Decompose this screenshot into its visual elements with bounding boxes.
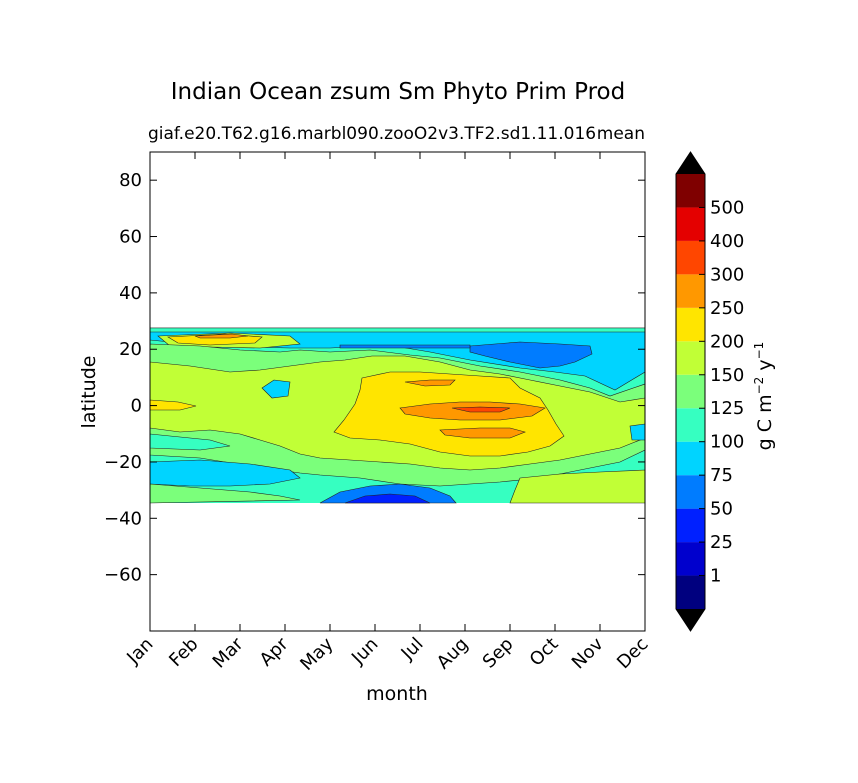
colorbar-segment (676, 475, 705, 509)
y-tick-label: 0 (131, 396, 142, 417)
contour-field (150, 327, 645, 504)
colorbar-segment (676, 341, 705, 375)
contour-region-75-100-south (150, 459, 301, 487)
colorbar-label-main: g C m (754, 394, 776, 450)
x-tick-label: May (296, 633, 337, 674)
colorbar-label-exp2: −1 (752, 342, 766, 360)
x-tick-label: Nov (568, 633, 608, 673)
contour-region-250-300-north (404, 379, 456, 387)
colorbar-tick-label: 25 (710, 532, 733, 553)
colorbar-outline (675, 151, 706, 632)
x-tick-label: Jun (347, 634, 382, 669)
y-axis: 80 60 40 20 0 −20 −40 −60 (104, 170, 645, 586)
x-tick-label: Aug (433, 634, 473, 674)
chart-subtitle-right: mean (597, 124, 645, 144)
colorbar-segment (676, 575, 705, 609)
plot-area: 80 60 40 20 0 −20 −40 −60 Jan Feb Mar Apr May Jun Jul… (104, 151, 653, 675)
x-tick-label: Jan (122, 634, 157, 669)
y-axis-label: latitude (78, 356, 100, 429)
contour-region-50-75-thin (339, 344, 471, 349)
y-tick-label: 60 (119, 227, 142, 248)
colorbar-label-mid: y (754, 359, 776, 376)
colorbar-tick-label: 500 (710, 197, 744, 218)
colorbar-tick-label: 150 (710, 365, 744, 386)
x-tick-label: Dec (613, 634, 652, 673)
colorbar-tick-label: 300 (710, 264, 744, 285)
x-tick-label: Sep (479, 634, 518, 673)
contour-region-25-50 (344, 493, 431, 504)
y-tick-label: 80 (119, 170, 142, 191)
chart-title: Indian Ocean zsum Sm Phyto Prim Prod (171, 79, 625, 105)
x-tick-label: Jul (397, 634, 428, 665)
contour-region-250-300-nw (194, 333, 249, 339)
y-tick-label: −60 (104, 565, 142, 586)
contour-region-125-150-south (150, 483, 301, 504)
contour-region-75-100-blob-b (629, 423, 645, 441)
x-tick-label: Mar (209, 633, 248, 672)
y-tick-label: −20 (104, 452, 142, 473)
contour-region-50-75-south (319, 483, 457, 504)
colorbar-tick-label: 50 (710, 499, 733, 520)
colorbar-tick-label: 100 (710, 432, 744, 453)
x-tick-label: Oct (526, 634, 563, 671)
contour-region-50-75 (469, 341, 593, 369)
colorbar-segment (676, 207, 705, 241)
colorbar-segment (676, 374, 705, 409)
contour-region-100-125-blob (150, 433, 231, 451)
colorbar-label: g C m−2 y−1 (752, 342, 776, 451)
colorbar-segment (676, 274, 705, 308)
contour-region-250-300-south (439, 427, 526, 439)
y-tick-label: 20 (119, 339, 142, 360)
plot-frame (149, 151, 646, 632)
x-tick-label: Feb (165, 634, 202, 671)
contour-region-75-100-blob-a (261, 379, 291, 399)
y-tick-label: 40 (119, 283, 142, 304)
colorbar-segment (676, 441, 705, 476)
contour-region-top-edge (150, 327, 645, 333)
colorbar-segment (676, 508, 705, 543)
colorbar-extend-under (676, 609, 705, 631)
y-tick-label: −40 (104, 508, 142, 529)
colorbar-segment (676, 408, 705, 442)
chart-subtitle-left: giaf.e20.T62.g16.marbl090.zooO2v3.TF2.sd… (148, 124, 596, 144)
x-axis-label: month (366, 683, 428, 705)
x-tick-label: Apr (256, 633, 293, 670)
colorbar-segment (676, 240, 705, 275)
colorbar-segment (676, 307, 705, 342)
colorbar-tick-label: 400 (710, 231, 744, 252)
colorbar-label-exp1: −2 (752, 377, 766, 395)
colorbar-segment (676, 174, 705, 208)
colorbar-tick-label: 75 (710, 465, 733, 486)
contour-region-200-250-west (150, 399, 197, 411)
colorbar-tick-label: 200 (710, 331, 744, 352)
colorbar-tick-label: 250 (710, 298, 744, 319)
colorbar-extend-over (676, 152, 705, 174)
contour-region-150-200-se (509, 469, 645, 504)
colorbar-tick-label: 1 (710, 566, 721, 587)
contour-region-300-400 (451, 406, 511, 413)
colorbar-tick-label: 125 (710, 398, 744, 419)
colorbar-segment (676, 542, 705, 576)
